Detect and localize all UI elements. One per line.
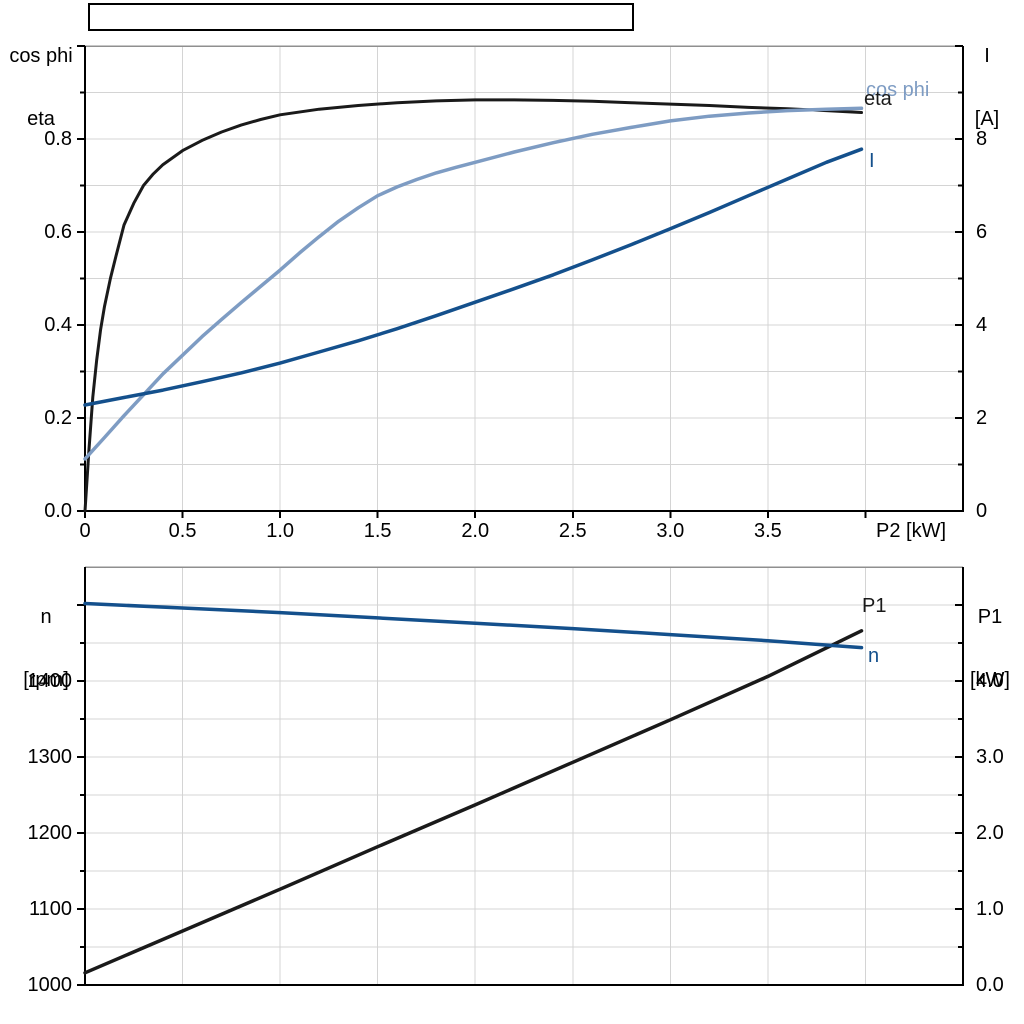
left-axis-tick-label: 0.4 [44, 314, 72, 336]
x-axis-tick-label: 2.0 [461, 520, 490, 542]
left-axis-tick-label: 1000 [27, 974, 73, 996]
right-axis-tick-label: 1.0 [976, 898, 1004, 920]
curve-eta [83, 98, 863, 513]
x-axis-tick-label: 3.0 [656, 520, 685, 542]
x-axis-tick-label: 0.5 [168, 520, 197, 542]
left-axis-tick-label: 0.2 [44, 407, 72, 429]
right-axis-tick-label: 0 [976, 500, 988, 522]
right-axis-tick-label: 3.0 [976, 746, 1004, 768]
axis-title-speed-unit: [rpm] [23, 669, 69, 691]
left-axis-tick-label: 1400 [27, 670, 73, 692]
axis-title-speed: n [40, 606, 52, 628]
left-axis-tick-label: 1300 [27, 746, 73, 768]
axis-title-current: I [984, 45, 990, 67]
x-axis-tick-label: 0 [79, 520, 91, 542]
right-axis-tick-label: 4 [976, 314, 988, 336]
axis-title-p1: P1 [977, 606, 1003, 628]
left-axis-tick-label: 1100 [28, 898, 72, 920]
curve-label-eta: eta [864, 88, 892, 110]
left-axis-tick-label: 0.6 [44, 221, 72, 243]
bottom-right-axis-title: P1 [kW] [960, 565, 1020, 733]
left-axis-tick-label: 1200 [27, 822, 73, 844]
curve-cos-phi [83, 106, 864, 461]
curve-p1 [83, 629, 864, 975]
curve-label-speed: n [868, 645, 880, 667]
chart-title-box: NB100-160/169 + INNOMOTICS 3 kW 3*400 V,… [88, 3, 634, 31]
x-axis-tick-label: 2.5 [558, 520, 587, 542]
top-left-axis-title: cos phi eta [2, 4, 80, 172]
x-axis-tick-label: 1.0 [266, 520, 295, 542]
chart-title: NB100-160/169 + INNOMOTICS 3 kW 3*400 V,… [119, 30, 621, 31]
right-axis-tick-label: 6 [976, 221, 988, 243]
x-axis-tick-label: 1.5 [363, 520, 392, 542]
right-axis-tick-label: 2.0 [976, 822, 1004, 844]
right-axis-tick-label: 0.0 [976, 974, 1004, 996]
curve-label-p1: P1 [862, 595, 887, 617]
curve-n [83, 601, 864, 650]
left-axis-tick-label: 0.0 [44, 500, 72, 522]
right-axis-tick-label: 2 [976, 407, 988, 429]
axis-title-current-unit: [A] [974, 108, 1000, 130]
axis-title-p1-unit: [kW] [970, 669, 1010, 691]
right-axis-tick-label: 8 [976, 128, 988, 150]
right-axis-tick-label: 4.0 [976, 670, 1004, 692]
curve-label-current: I [869, 150, 875, 172]
axis-title-eta: eta [27, 108, 55, 130]
x-axis-tick-label: 3.5 [753, 520, 782, 542]
curve-i [83, 147, 864, 407]
x-axis-label: P2 [kW] [876, 520, 947, 542]
left-axis-tick-label: 0.8 [44, 128, 72, 150]
curve-label-cos-phi: cos phi [866, 79, 930, 101]
bottom-left-axis-title: n [rpm] [12, 565, 80, 733]
axis-title-cos-phi: cos phi [9, 45, 73, 67]
top-right-axis-title: I [A] [958, 4, 1016, 172]
